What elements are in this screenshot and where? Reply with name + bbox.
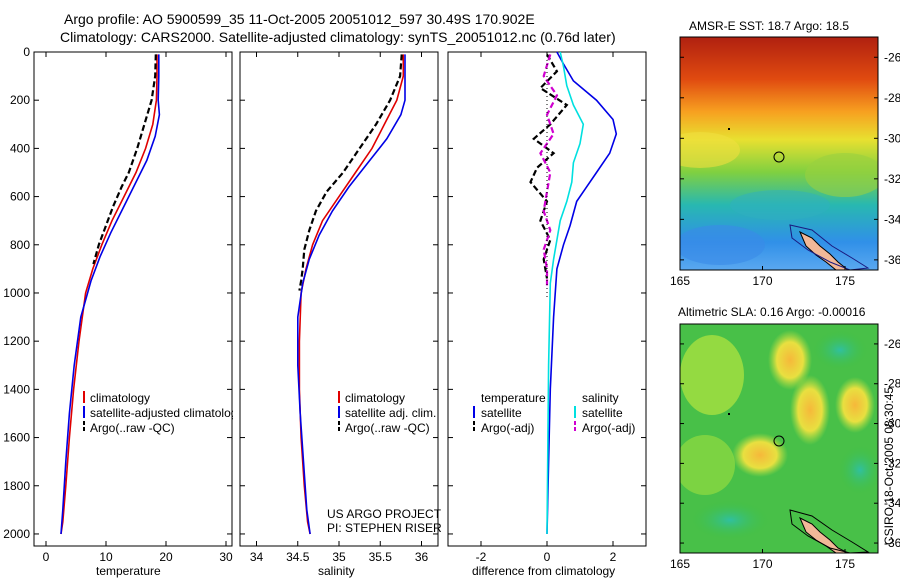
coastline-contour-sst [789,224,870,270]
new-zealand-landmass-sla [799,516,849,553]
map-y-tick-label: -36 [884,253,900,267]
legend-label-sal-satellite: satellite [582,406,623,420]
legend-label-temp-satellite: satellite [481,406,522,420]
sst-map-ticks: 165 170 175 -26 -28 -30 -32 -34 -36 [670,50,900,288]
x-tick-label: 30 [219,550,233,564]
y-tick-label: 1800 [3,479,30,493]
x-tick-label: 0 [544,550,551,564]
legend-difference: temperature satellite Argo(-adj) salinit… [473,391,635,435]
x-tick-label: 10 [99,550,113,564]
map-x-tick-label: 165 [670,274,690,288]
legend-label-argo: Argo(..raw -QC) [90,421,175,435]
x-tick-label: 2 [610,550,617,564]
x-tick-label: 35.5 [369,550,393,564]
map-x-tick-label: 175 [835,557,855,571]
credit-project: US ARGO PROJECT [327,507,442,521]
legend-label-climatology-sal: climatology [345,391,405,405]
credit-pi: PI: STEPHEN RISER [327,521,442,535]
map-x-tick-label: 170 [752,274,772,288]
map-y-tick-label: -34 [884,496,900,510]
y-tick-label: 1600 [3,431,30,445]
x-tick-label: -2 [476,550,487,564]
temperature-series [60,54,161,535]
series-line-salinity-argo-adj- [539,54,559,289]
series-line-climatology [298,54,405,535]
y-tick-label: 200 [10,93,30,107]
map-y-tick-label: -32 [884,172,900,186]
y-tick-label: 600 [10,190,30,204]
difference-axis-ticks: -2 0 2 [448,51,646,564]
legend-label-salinity-header: salinity [582,391,619,405]
x-tick-label: 36 [415,550,429,564]
sla-map-field [680,324,878,553]
legend-label-sal-argo: Argo(-adj) [582,421,635,435]
map-y-tick-label: -36 [884,536,900,550]
legend-label-argo-sal: Argo(..raw -QC) [345,421,430,435]
y-tick-label: 1200 [3,334,30,348]
map-y-tick-label: -30 [884,131,900,145]
y-tick-label: 1400 [3,382,30,396]
y-tick-label: 800 [10,238,30,252]
map-y-tick-label: -34 [884,212,900,226]
sla-map-ticks: 165 170 175 -26 -28 -30 -32 -34 -36 [670,337,900,571]
salinity-axes [239,51,439,547]
x-axis-label-difference: difference from climatology [472,564,615,578]
legend-label-climatology: climatology [90,391,150,405]
series-line-salinity-satellite [546,51,585,535]
map-y-tick-label: -28 [884,377,900,391]
sst-small-dot [728,128,730,130]
map-y-tick-label: -32 [884,456,900,470]
series-line-temperature-argo-adj- [529,53,569,279]
salinity-series [296,54,406,535]
figure-title-line1: Argo profile: AO 5900599_35 11-Oct-2005 … [64,11,535,27]
legend-overflow-mask [233,395,239,425]
map-y-tick-label: -26 [884,337,900,351]
map-y-tick-label: -28 [884,91,900,105]
map-x-tick-label: 175 [835,274,855,288]
y-tick-label: 2000 [3,527,30,541]
sst-map-axes [679,36,879,271]
series-line-argo-raw-qc- [92,54,157,265]
sla-map-axes [679,323,879,554]
temperature-axis-ticks: 0 10 20 30 0 200 400 600 800 1000 1200 1400 1600 1800… [3,45,233,564]
map-x-tick-label: 165 [670,557,690,571]
argo-location-marker-sst [773,151,785,163]
legend-temperature: climatology satellite-adjusted climatolo… [83,391,237,435]
sst-map-field [680,37,878,270]
x-axis-label-temperature: temperature [96,564,161,578]
x-axis-label-salinity: salinity [318,564,355,578]
temperature-axes [33,51,233,547]
legend-label-temperature-header: temperature [481,391,546,405]
sla-map-title: Altimetric SLA: 0.16 Argo: -0.00016 [678,305,866,319]
legend-label-satellite-sal: satellite adj. clim. [345,406,436,420]
y-tick-label: 0 [23,45,30,59]
map-y-tick-label: -30 [884,417,900,431]
y-tick-label: 400 [10,141,30,155]
sst-map-title: AMSR-E SST: 18.7 Argo: 18.5 [689,19,849,33]
series-line-temperature-satellite [546,51,618,535]
x-tick-label: 20 [159,550,173,564]
map-y-tick-label: -26 [884,50,900,64]
series-line-argo-raw-qc- [298,54,403,291]
argo-location-marker-sla [773,435,785,447]
series-line-satellite-adj-clim- [296,54,406,535]
x-tick-label: 0 [43,550,50,564]
x-tick-label: 34 [250,550,264,564]
sla-small-dot [728,413,730,415]
difference-series [529,51,618,535]
legend-salinity: climatology satellite adj. clim. Argo(..… [338,391,436,435]
y-tick-label: 1000 [3,286,30,300]
salinity-axis-ticks: 34 34.5 35 35.5 36 [240,51,438,564]
map-x-tick-label: 170 [752,557,772,571]
figure-title-line2: Climatology: CARS2000. Satellite-adjuste… [60,29,616,45]
series-line-satellite-adjusted-climatolog [60,54,161,535]
legend-label-temp-argo: Argo(-adj) [481,421,534,435]
legend-label-satellite: satellite-adjusted climatolog [90,406,237,420]
x-tick-label: 34.5 [286,550,310,564]
side-timestamp: CSIRO 18-Oct-2005 08:30:45 [882,387,896,545]
series-line-climatology [60,54,158,535]
x-tick-label: 35 [332,550,346,564]
